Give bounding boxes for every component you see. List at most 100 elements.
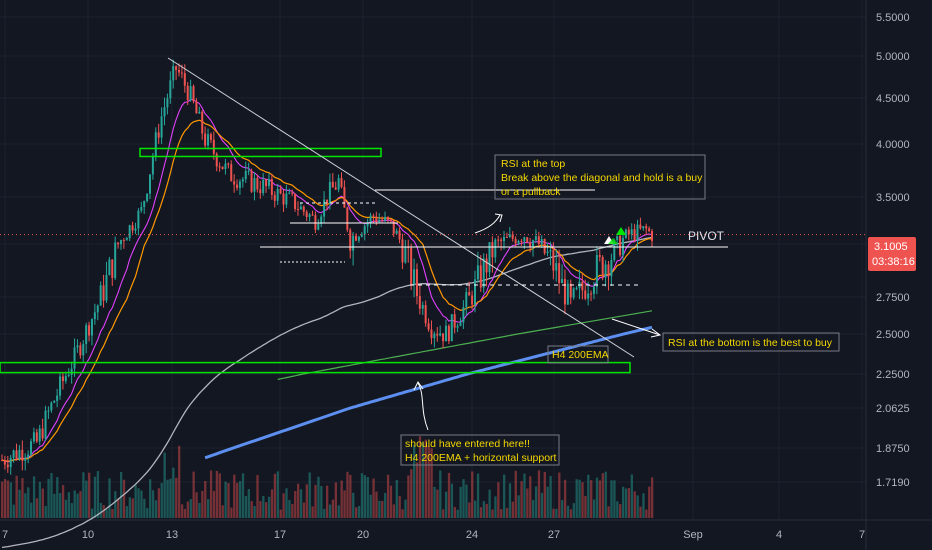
candle-body (3, 460, 6, 465)
volume-bar (601, 473, 604, 518)
volume-bar (456, 509, 459, 518)
volume-bar (73, 490, 76, 518)
ma-gray-line (1, 236, 653, 549)
candle-body (395, 230, 398, 234)
volume-bar (398, 496, 401, 518)
candle-body (413, 269, 416, 285)
candle-body (195, 101, 198, 114)
volume-bar (186, 501, 190, 518)
candle-body (485, 258, 488, 273)
candle-body (482, 258, 485, 288)
diagonal-trendline (167, 57, 635, 358)
volume-bar (386, 474, 390, 518)
candle-body (117, 242, 120, 245)
arrow-head (413, 381, 424, 391)
note-line: Break above the diagonal and hold is a b… (501, 172, 703, 184)
volume-bar (561, 500, 564, 518)
candle-body (392, 220, 395, 234)
volume-bar (491, 509, 494, 518)
volume-bar (241, 473, 245, 518)
candle-body (326, 199, 328, 204)
volume-bar (532, 499, 535, 518)
time-tick-label: 17 (274, 529, 286, 541)
candle-body (587, 293, 590, 299)
volume-bar (114, 491, 117, 518)
volume-bar (578, 479, 581, 518)
candle-body (198, 111, 201, 114)
candle-body (227, 163, 230, 165)
candle-body (134, 228, 137, 231)
volume-bar (450, 483, 454, 518)
volume-bar (479, 507, 483, 518)
volume-bar (195, 492, 198, 518)
note-line: should have entered here!! (405, 438, 530, 450)
volume-bar (453, 507, 456, 518)
volume-bar (21, 478, 24, 518)
candle-body (67, 374, 70, 376)
volume-bar (128, 497, 131, 518)
candle-body (88, 325, 91, 336)
volume-bar (259, 501, 262, 518)
volume-bar (131, 498, 134, 518)
volume-bar (38, 481, 42, 518)
volume-bar (537, 470, 541, 518)
volume-bar (392, 504, 396, 518)
candle-body (520, 240, 523, 242)
volume-bar (311, 506, 314, 518)
candle-body (76, 345, 79, 348)
volume-bar (172, 467, 175, 518)
volume-bar (447, 472, 451, 518)
volume-bar (79, 491, 82, 518)
volume-bar (122, 479, 126, 518)
volume-bar (427, 445, 430, 518)
ma-green-line (277, 310, 653, 380)
candle-body (526, 237, 529, 243)
candle-body (27, 454, 30, 458)
candle-body (6, 464, 9, 468)
candle-body (56, 395, 59, 401)
candle-body (508, 234, 511, 238)
time-tick-label: 24 (466, 529, 478, 541)
candle-body (233, 181, 236, 185)
candle-body (630, 229, 633, 235)
candle-body (491, 242, 494, 258)
volume-bar (459, 486, 462, 518)
candle-body (334, 187, 337, 190)
volume-bar (581, 482, 584, 518)
candle-body (209, 134, 212, 140)
candle-body (497, 239, 500, 241)
volume-bar (134, 485, 137, 518)
volume-bar (337, 505, 340, 518)
candle-body (346, 207, 349, 230)
candle-body (514, 238, 517, 244)
candle-body (215, 153, 218, 167)
candle-body (410, 248, 413, 285)
time-tick-label: 27 (548, 529, 560, 541)
candle-body (337, 178, 340, 190)
candle-body (323, 199, 326, 217)
volume-bar (273, 473, 277, 518)
candle-body (294, 193, 297, 210)
volume-bar (24, 493, 27, 518)
volume-bar (317, 476, 320, 518)
time-tick-label: 10 (82, 529, 94, 541)
volume-bar (549, 476, 552, 518)
arrow-head (494, 213, 503, 223)
current-price-label: 3.1005 03:38:16 (868, 237, 916, 271)
price-tick-label: 2.0625 (876, 403, 910, 415)
volume-bar (575, 479, 578, 518)
volume-bar (146, 508, 149, 518)
volume-bar (85, 480, 88, 518)
candle-body (639, 224, 642, 229)
candle-body (317, 223, 320, 230)
volume-bar (230, 507, 233, 518)
volume-bar (247, 489, 250, 518)
price-tick-label: 2.7500 (876, 292, 910, 304)
candle-body (140, 207, 143, 211)
candle-body (581, 281, 584, 291)
candle-body (590, 293, 593, 295)
volume-bar (328, 504, 332, 518)
candle-body (18, 449, 21, 460)
volume-bar (50, 473, 53, 518)
